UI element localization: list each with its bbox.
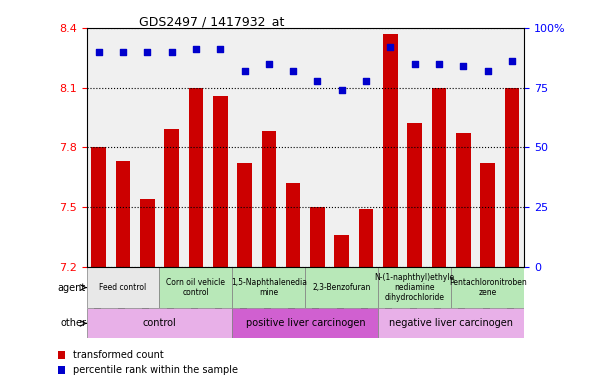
Bar: [140, 199, 155, 266]
FancyBboxPatch shape: [87, 266, 159, 308]
FancyBboxPatch shape: [159, 266, 232, 308]
Bar: [359, 209, 373, 266]
Bar: [92, 147, 106, 266]
Text: GDS2497 / 1417932_at: GDS2497 / 1417932_at: [139, 15, 285, 28]
Point: [386, 44, 395, 50]
Point: [142, 49, 152, 55]
Bar: [286, 183, 301, 266]
FancyBboxPatch shape: [87, 308, 232, 338]
Text: positive liver carcinogen: positive liver carcinogen: [246, 318, 365, 328]
Text: 2,3-Benzofuran: 2,3-Benzofuran: [313, 283, 371, 292]
Point: [191, 46, 201, 53]
Text: N-(1-naphthyl)ethyle
nediamine
dihydrochloride: N-(1-naphthyl)ethyle nediamine dihydroch…: [375, 273, 455, 303]
Bar: [432, 88, 446, 266]
Point: [458, 63, 468, 69]
Bar: [408, 124, 422, 266]
Legend: transformed count, percentile rank within the sample: transformed count, percentile rank withi…: [54, 346, 242, 379]
FancyBboxPatch shape: [232, 266, 306, 308]
Bar: [237, 163, 252, 266]
Bar: [115, 161, 130, 266]
Text: negative liver carcinogen: negative liver carcinogen: [389, 318, 513, 328]
Bar: [189, 88, 203, 266]
FancyBboxPatch shape: [378, 308, 524, 338]
Bar: [383, 34, 398, 266]
Point: [313, 78, 323, 84]
FancyBboxPatch shape: [306, 266, 378, 308]
FancyBboxPatch shape: [451, 266, 524, 308]
Point: [410, 61, 420, 67]
Point: [337, 87, 346, 93]
Bar: [456, 133, 470, 266]
Bar: [213, 96, 227, 266]
FancyBboxPatch shape: [378, 266, 451, 308]
Point: [167, 49, 177, 55]
FancyBboxPatch shape: [232, 308, 378, 338]
Point: [94, 49, 104, 55]
Text: control: control: [142, 318, 177, 328]
Point: [215, 46, 225, 53]
Point: [264, 61, 274, 67]
Text: agent: agent: [58, 283, 86, 293]
Point: [434, 61, 444, 67]
Point: [118, 49, 128, 55]
Point: [288, 68, 298, 74]
Bar: [505, 88, 519, 266]
Text: Corn oil vehicle
control: Corn oil vehicle control: [166, 278, 225, 297]
Point: [507, 58, 517, 65]
Text: other: other: [60, 318, 86, 328]
Bar: [310, 207, 325, 266]
Bar: [262, 131, 276, 266]
Bar: [334, 235, 349, 266]
Point: [240, 68, 249, 74]
Text: 1,5-Naphthalenedia
mine: 1,5-Naphthalenedia mine: [231, 278, 307, 297]
Bar: [480, 163, 495, 266]
Text: Feed control: Feed control: [100, 283, 147, 292]
Point: [361, 78, 371, 84]
Point: [483, 68, 492, 74]
Bar: [164, 129, 179, 266]
Text: Pentachloronitroben
zene: Pentachloronitroben zene: [448, 278, 527, 297]
